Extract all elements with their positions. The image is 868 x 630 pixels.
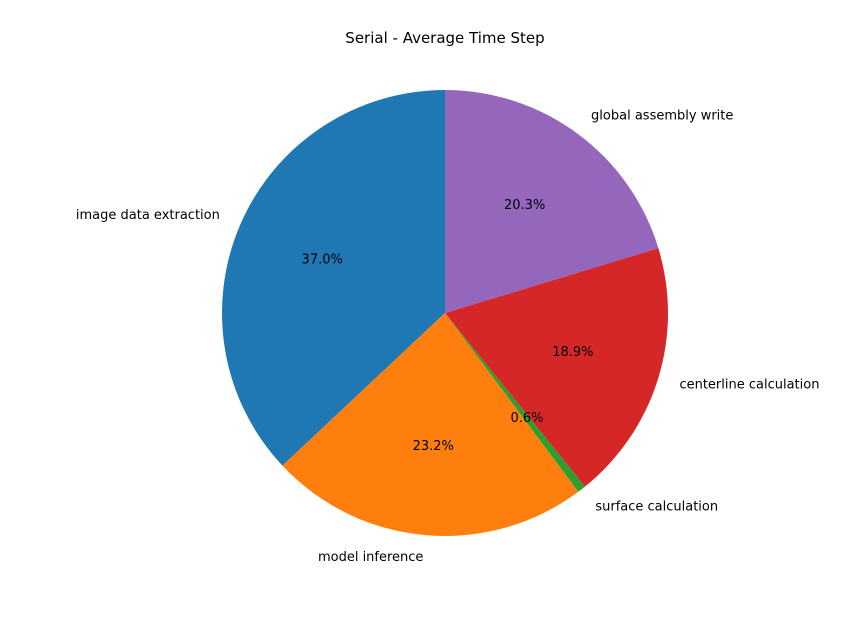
percent-label-global-assembly-write: 20.3% (504, 198, 545, 213)
pie-slice-image-data-extraction (222, 90, 445, 466)
slice-label-global-assembly-write: global assembly write (591, 108, 733, 123)
slice-labels: image data extraction model inference surf… (76, 108, 820, 564)
percent-label-image-data-extraction: 37.0% (302, 252, 343, 267)
slice-label-model-inference: model inference (318, 550, 423, 565)
pie-slice-global-assembly-write (445, 90, 659, 313)
pie-slice-centerline-calculation (445, 248, 668, 487)
percent-label-surface-calculation: 0.6% (510, 411, 543, 426)
slice-label-centerline-calculation: centerline calculation (679, 378, 819, 393)
percent-labels: 37.0% 23.2% 0.6% 18.9% 20.3% (302, 198, 594, 454)
pie-slice-model-inference (282, 313, 579, 537)
pie-slice-surface-calculation (445, 313, 585, 492)
slice-label-surface-calculation: surface calculation (595, 499, 718, 514)
percent-label-centerline-calculation: 18.9% (552, 345, 593, 360)
pie-slices (222, 90, 668, 537)
percent-label-model-inference: 23.2% (413, 439, 454, 454)
chart-title: Serial - Average Time Step (345, 29, 544, 47)
slice-label-image-data-extraction: image data extraction (76, 208, 220, 223)
